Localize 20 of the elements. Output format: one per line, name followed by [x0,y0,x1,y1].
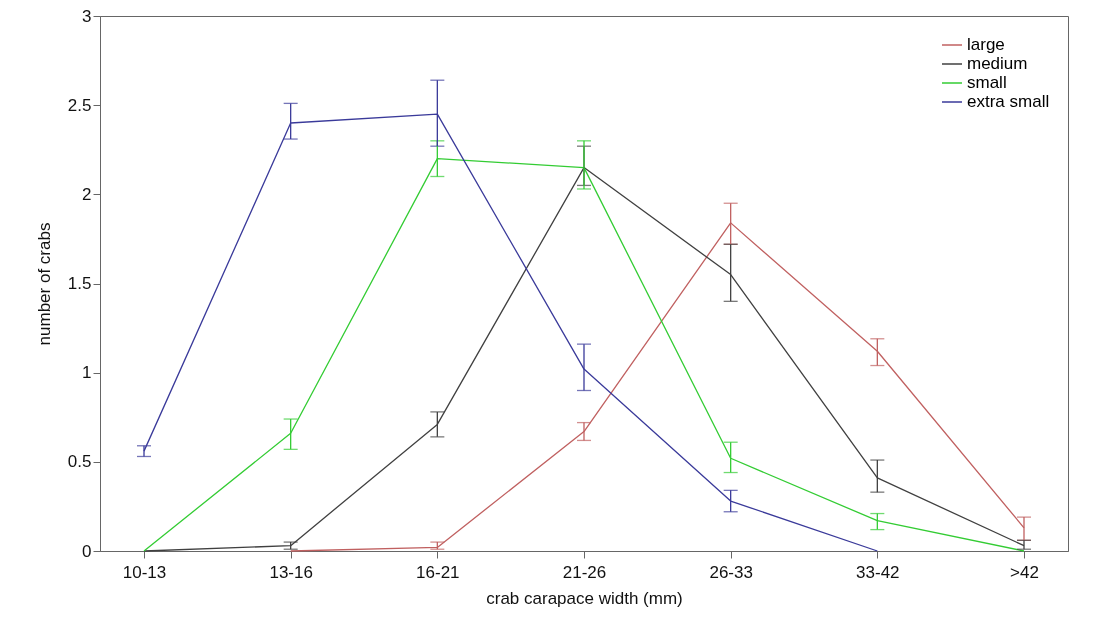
y-tick-label: 2 [82,184,92,204]
x-tick-label: 21-26 [562,562,607,582]
y-tick-label: 1 [82,363,92,383]
x-tick-label: 33-42 [856,562,900,582]
legend-label: small [967,73,1007,92]
y-tick-label: 2.5 [67,95,92,115]
legend-label: extra small [967,92,1050,111]
legend-label: large [967,35,1005,54]
y-axis-title: number of crabs [34,222,54,346]
x-tick-label: 16-21 [416,562,460,582]
legend-label: medium [967,54,1028,73]
y-tick-label: 1.5 [67,274,92,293]
x-tick-label: >42 [1010,562,1039,582]
x-tick-label: 26-33 [709,562,753,582]
x-axis-title: crab carapace width (mm) [486,588,683,608]
y-tick-label: 0.5 [67,452,92,472]
x-tick-label: 10-13 [122,562,167,582]
y-tick-label: 0 [82,541,92,561]
y-tick-label: 3 [82,6,92,26]
x-tick-label: 13-16 [269,562,313,582]
